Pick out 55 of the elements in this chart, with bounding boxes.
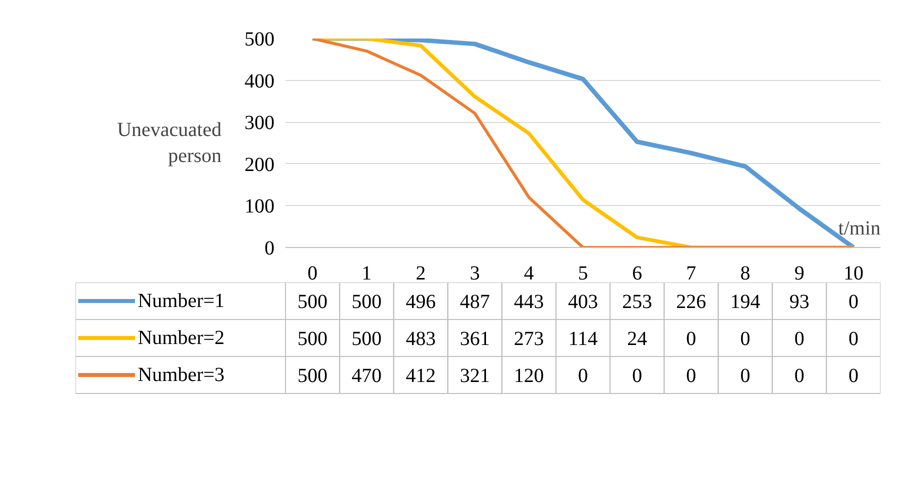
data-label: 412 — [406, 365, 436, 387]
x-tick-label: 3 — [470, 262, 480, 284]
data-label: 487 — [460, 291, 490, 313]
x-tick-label: 10 — [843, 262, 864, 284]
y-tick-label: 500 — [244, 28, 274, 50]
x-tick-label: 2 — [416, 262, 426, 284]
x-tick-label: 1 — [362, 262, 372, 284]
data-label: 120 — [514, 365, 544, 387]
data-label: 0 — [686, 365, 696, 387]
data-label: 0 — [848, 328, 858, 350]
data-label: 194 — [730, 291, 760, 313]
data-label: 0 — [848, 291, 858, 313]
y-tick-label: 400 — [244, 70, 274, 92]
data-label: 500 — [352, 328, 382, 350]
data-label: 470 — [352, 365, 382, 387]
y-axis-title: Unevacuated person — [117, 118, 222, 168]
data-label: 496 — [406, 291, 436, 313]
y-tick-label: 0 — [264, 238, 274, 260]
x-axis-title: t/min — [838, 218, 881, 240]
data-label: 500 — [298, 328, 328, 350]
x-tick-label: 8 — [740, 262, 750, 284]
data-label: 483 — [406, 328, 436, 350]
y-tick-label: 100 — [244, 196, 274, 218]
data-label: 321 — [460, 365, 490, 387]
data-label: 0 — [794, 328, 804, 350]
data-label: 500 — [298, 291, 328, 313]
data-label: 0 — [578, 365, 588, 387]
data-label: 0 — [740, 365, 750, 387]
x-tick-label: 7 — [686, 262, 696, 284]
x-tick-label: 0 — [308, 262, 318, 284]
data-label: 93 — [789, 291, 810, 313]
data-label: 0 — [740, 328, 750, 350]
data-label: 500 — [352, 291, 382, 313]
x-tick-label: 4 — [524, 262, 534, 284]
y-tick-label: 300 — [244, 112, 274, 134]
data-label: 500 — [298, 365, 328, 387]
data-label: 443 — [514, 291, 544, 313]
data-label: 114 — [568, 328, 598, 350]
y-tick-label: 200 — [244, 154, 274, 176]
x-tick-label: 9 — [794, 262, 804, 284]
data-label: 0 — [794, 365, 804, 387]
data-label: 0 — [686, 328, 696, 350]
data-label: 24 — [627, 328, 648, 350]
data-label: 253 — [622, 291, 652, 313]
data-label: 403 — [568, 291, 598, 313]
legend-label: Number=1 — [138, 290, 225, 312]
legend-label: Number=3 — [138, 364, 225, 386]
x-tick-label: 6 — [632, 262, 642, 284]
data-label: 0 — [632, 365, 642, 387]
legend-label: Number=2 — [138, 327, 225, 349]
x-tick-label: 5 — [578, 262, 588, 284]
data-label: 0 — [848, 365, 858, 387]
data-label: 226 — [676, 291, 706, 313]
data-label: 361 — [460, 328, 490, 350]
data-label: 273 — [514, 328, 544, 350]
